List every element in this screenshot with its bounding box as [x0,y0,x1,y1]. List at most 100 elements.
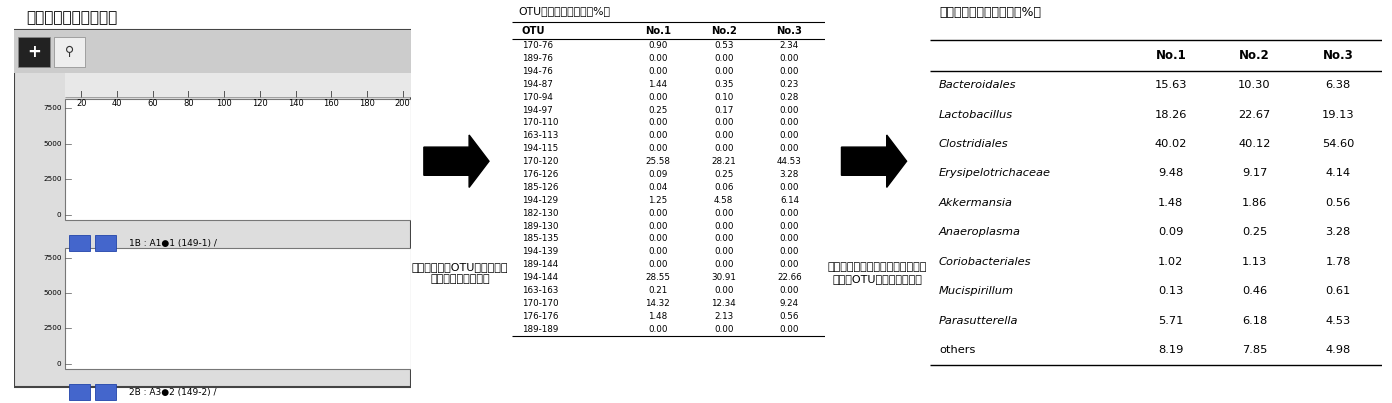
Text: 30.91: 30.91 [711,273,736,282]
Text: 0.25: 0.25 [714,170,734,179]
Text: No.2: No.2 [711,26,736,35]
Text: 6.14: 6.14 [780,196,799,205]
Text: 0: 0 [57,361,61,367]
Text: 180: 180 [359,99,374,108]
Text: 0.00: 0.00 [714,144,734,153]
Text: Akkermansia: Akkermansia [940,198,1013,208]
Text: 0.00: 0.00 [649,325,668,334]
Text: 0.00: 0.00 [649,118,668,127]
Text: 3.28: 3.28 [780,170,799,179]
Text: No.1: No.1 [644,26,671,35]
Text: 0.17: 0.17 [714,106,734,114]
Text: 9.17: 9.17 [1242,168,1267,179]
Bar [70,384,90,400]
Text: 0.00: 0.00 [780,131,799,140]
Text: 40.12: 40.12 [1239,139,1271,149]
Text: 80: 80 [184,99,193,108]
Text: 0.00: 0.00 [714,118,734,127]
Text: 0.00: 0.00 [714,325,734,334]
Text: OTU: OTU [522,26,546,35]
Text: Lactobacillus: Lactobacillus [940,110,1013,120]
Text: 0.53: 0.53 [714,41,734,50]
Text: 0.28: 0.28 [780,93,799,102]
Text: 0.00: 0.00 [649,93,668,102]
Text: 1.25: 1.25 [649,196,668,205]
Text: 0.00: 0.00 [649,54,668,63]
Text: 4.98: 4.98 [1325,345,1350,355]
Text: 40.02: 40.02 [1154,139,1187,149]
Text: 1.86: 1.86 [1242,198,1267,208]
Text: 0.00: 0.00 [780,106,799,114]
Text: 0.00: 0.00 [649,144,668,153]
Text: 0.00: 0.00 [714,286,734,295]
Text: 0.00: 0.00 [780,67,799,76]
Text: 7500: 7500 [43,106,61,111]
Text: Anaeroplasma: Anaeroplasma [940,227,1020,237]
Text: 28.55: 28.55 [646,273,671,282]
Text: 0.10: 0.10 [714,93,734,102]
Text: 194-139: 194-139 [522,247,558,256]
Text: 194-76: 194-76 [522,67,553,76]
Text: 170-110: 170-110 [522,118,558,127]
Text: 44.53: 44.53 [777,157,802,166]
Text: 0.00: 0.00 [780,54,799,63]
Text: 0.90: 0.90 [649,41,668,50]
Text: 185-126: 185-126 [522,183,558,192]
Text: 189-130: 189-130 [522,222,558,231]
Text: 推定菌群ピーク面積比（%）: 推定菌群ピーク面積比（%） [940,6,1041,19]
Text: 28.21: 28.21 [711,157,736,166]
Text: 0.09: 0.09 [649,170,668,179]
Text: others: others [940,345,976,355]
Text: 6.38: 6.38 [1325,80,1350,90]
Text: 0.00: 0.00 [649,131,668,140]
Text: Parasutterella: Parasutterella [940,316,1019,326]
Text: 189-189: 189-189 [522,325,558,334]
Text: 194-115: 194-115 [522,144,558,153]
Text: 19.13: 19.13 [1322,110,1354,120]
Text: 0.56: 0.56 [1325,198,1350,208]
Text: 0.00: 0.00 [780,325,799,334]
Text: 4.53: 4.53 [1325,316,1350,326]
Text: 163-163: 163-163 [522,286,558,295]
Text: 194-129: 194-129 [522,196,558,205]
Text: 2500: 2500 [43,177,61,182]
Bar [53,37,85,67]
Text: 140: 140 [288,99,303,108]
Text: 0.00: 0.00 [780,286,799,295]
Text: 0.00: 0.00 [714,67,734,76]
Text: 120: 120 [252,99,267,108]
FancyArrow shape [841,135,906,187]
Text: 25.58: 25.58 [646,157,671,166]
Text: 5000: 5000 [43,141,61,147]
Text: 0.00: 0.00 [649,235,668,243]
Text: Bacteroidales: Bacteroidales [940,80,1016,90]
Text: 0.00: 0.00 [714,222,734,231]
Text: 0.21: 0.21 [649,286,668,295]
Text: 194-87: 194-87 [522,80,553,89]
Text: 1.48: 1.48 [649,312,668,321]
Bar [65,73,411,97]
Text: マウス腐内細菌叢データベースに
基づきOTUから菌群を推定: マウス腐内細菌叢データベースに 基づきOTUから菌群を推定 [828,262,927,284]
Text: 163-113: 163-113 [522,131,558,140]
Text: 5000: 5000 [43,290,61,296]
Text: 0.00: 0.00 [780,222,799,231]
Text: Erysipelotrichaceae: Erysipelotrichaceae [940,168,1051,179]
Text: 0.00: 0.00 [780,118,799,127]
Text: 2.13: 2.13 [714,312,734,321]
Text: 1.13: 1.13 [1242,257,1267,267]
Text: 12.34: 12.34 [711,299,736,308]
Text: 14.32: 14.32 [646,299,671,308]
Text: 100: 100 [216,99,232,108]
Text: 0: 0 [57,212,61,218]
Text: 176-126: 176-126 [522,170,558,179]
Text: （電気泳動像の一例）: （電気泳動像の一例） [26,10,117,25]
Bar [18,37,50,67]
Text: 7.85: 7.85 [1242,345,1267,355]
Text: 54.60: 54.60 [1322,139,1354,149]
Text: 0.46: 0.46 [1242,286,1267,296]
Text: 0.61: 0.61 [1325,286,1350,296]
Text: 40: 40 [111,99,122,108]
Text: 182-130: 182-130 [522,209,558,218]
Text: 0.09: 0.09 [1158,227,1183,237]
Text: OTUのピーク面積比（%）: OTUのピーク面積比（%） [518,6,611,16]
